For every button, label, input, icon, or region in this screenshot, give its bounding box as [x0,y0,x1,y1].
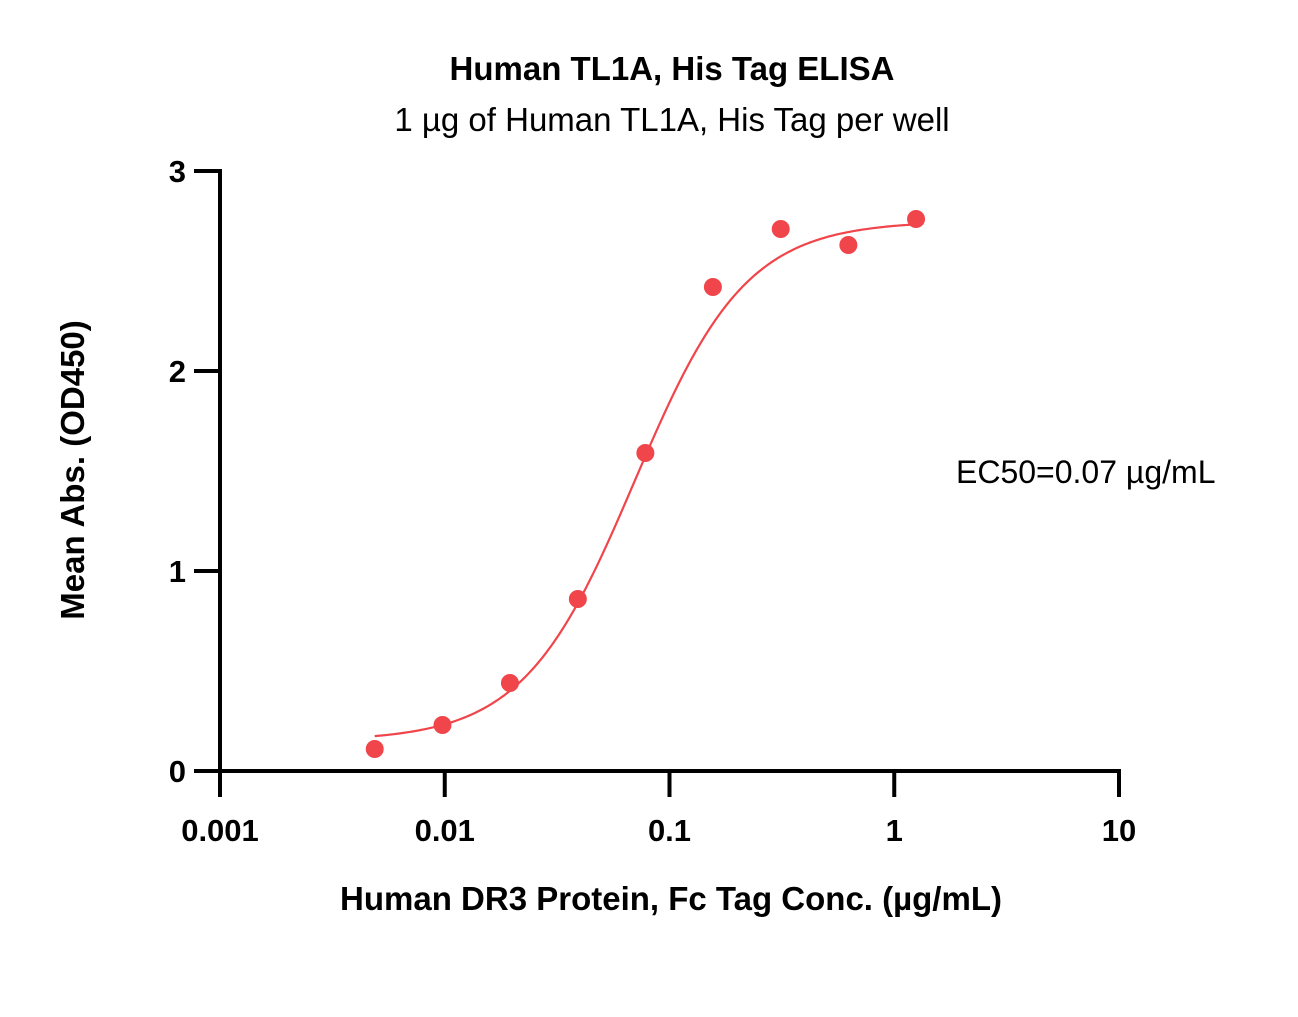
data-points [365,210,926,758]
data-point [907,210,926,228]
y-axis-label: Mean Abs. (OD450) [54,320,91,620]
x-axis-label: Human DR3 Protein, Fc Tag Conc. (µg/mL) [340,880,1002,917]
x-tick-label: 1 [886,813,903,848]
y-tick-label: 3 [169,154,186,189]
data-point [839,236,858,254]
y-tick-label: 1 [169,554,186,589]
fit-curve [374,223,917,738]
data-point [703,278,722,296]
y-tick-label: 0 [169,754,186,789]
x-tick-label: 0.01 [415,813,475,848]
x-tick-label: 0.1 [648,813,691,848]
tick-labels: 0 1 2 3 0.001 0.01 0.1 1 10 [169,154,1136,848]
chart-subtitle: 1 µg of Human TL1A, His Tag per well [394,101,949,138]
x-tick-label: 10 [1102,813,1136,848]
data-point [500,674,519,692]
y-tick-label: 2 [169,354,186,389]
chart-title: Human TL1A, His Tag ELISA [450,50,895,87]
data-point [365,740,384,758]
data-point [771,220,790,238]
axes [194,169,1121,797]
fit-curve-layer [374,223,917,738]
ec50-annotation: EC50=0.07 µg/mL [956,454,1215,490]
x-tick-label: 0.001 [181,813,259,848]
data-point [636,444,655,462]
data-point [568,590,587,608]
data-point [433,716,452,734]
